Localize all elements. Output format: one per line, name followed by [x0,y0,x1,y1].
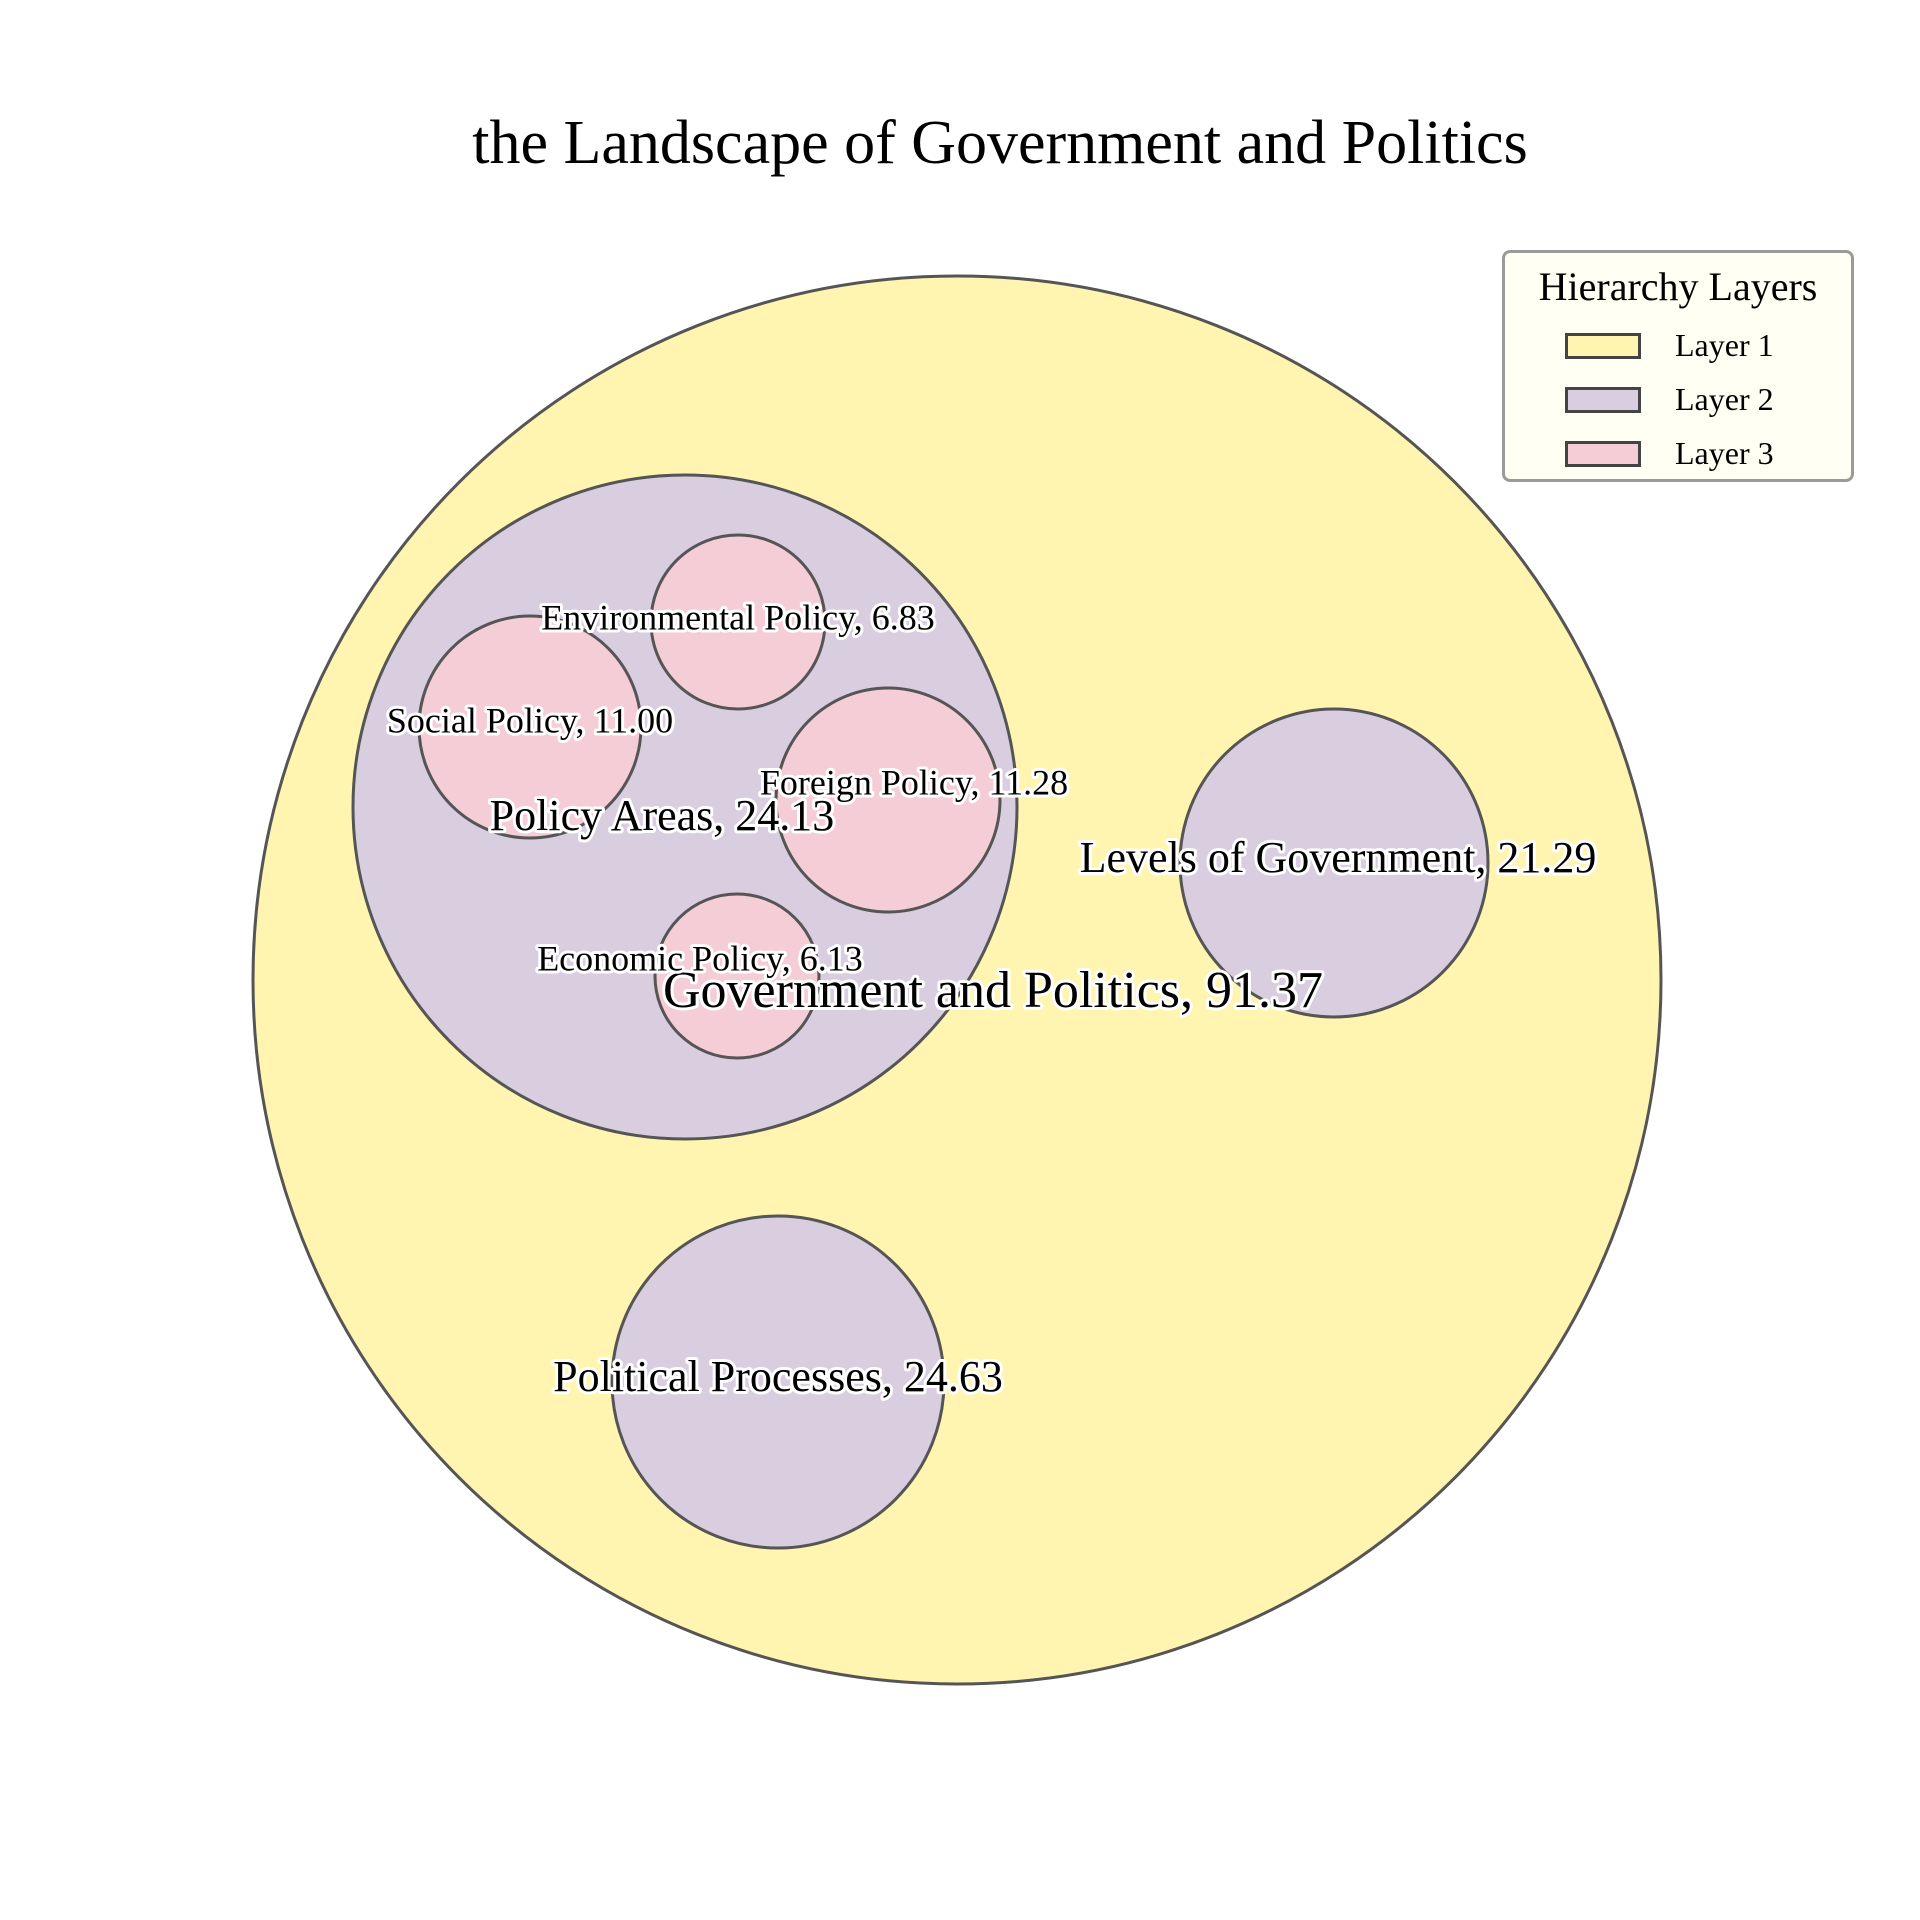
bubble-label-levels: Levels of Government, 21.29 [1080,833,1597,882]
bubble-label-policy: Policy Areas, 24.13 [490,791,835,840]
bubble-econ [653,892,821,1060]
bubble-label-econ: Economic Policy, 6.13 [537,938,863,978]
chart-title: the Landscape of Government and Politics [472,109,1528,177]
legend-label-layer-3: Layer 3 [1675,435,1774,471]
legend: Hierarchy Layers Layer 1 Layer 2 Layer 3 [1502,250,1854,482]
bubble-label-social: Social Policy, 11.00 [387,700,673,740]
legend-swatch-layer-2 [1565,387,1641,413]
bubble-processes [610,1214,946,1550]
legend-label-layer-2: Layer 2 [1675,381,1774,417]
legend-swatch-layer-1 [1565,333,1641,359]
bubble-foreign [774,686,1002,914]
bubble-label-gov: Government and Politics, 91.37 [663,962,1323,1019]
bubble-env [649,533,827,711]
bubble-label-foreign: Foreign Policy, 11.28 [760,762,1068,802]
legend-swatch-layer-3 [1565,441,1641,467]
legend-title: Hierarchy Layers [1538,264,1818,309]
bubble-label-env: Environmental Policy, 6.83 [541,597,935,637]
bubble-levels [1178,707,1490,1019]
legend-label-layer-1: Layer 1 [1675,327,1774,363]
bubble-label-processes: Political Processes, 24.63 [553,1352,1003,1401]
bubble-social [417,614,643,840]
